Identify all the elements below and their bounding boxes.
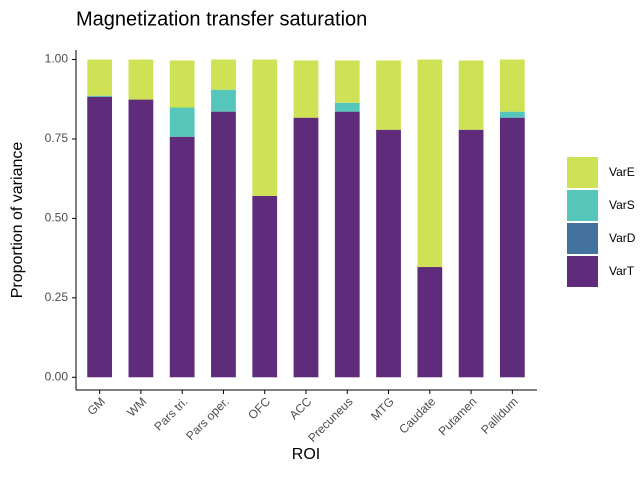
x-tick-label: Precuneus: [305, 394, 355, 444]
legend-key: [567, 157, 598, 188]
bar-segment: [211, 111, 236, 378]
legend-label: VarT: [609, 264, 635, 278]
bar-segment: [169, 136, 195, 378]
legend-key: [567, 190, 598, 221]
y-tick-label: 0.50: [45, 211, 69, 225]
bar-segment: [293, 60, 319, 118]
legend-label: VarD: [609, 231, 636, 245]
x-tick-label: Pars tri.: [151, 394, 190, 433]
bar-segment: [252, 195, 278, 378]
legend-key: [567, 223, 598, 254]
bar-segment: [499, 59, 525, 112]
legend-key: [567, 256, 598, 287]
y-tick-label: 1.00: [45, 52, 69, 66]
y-axis-label: Proportion of variance: [9, 142, 26, 299]
bar-segment: [417, 267, 443, 378]
x-tick-label: WM: [124, 394, 149, 419]
bar-segment: [128, 59, 154, 100]
bar-segment: [87, 59, 113, 96]
y-tick-label: 0.25: [45, 290, 69, 304]
x-tick-label: Putamen: [436, 394, 480, 438]
chart-title: Magnetization transfer saturation: [76, 8, 367, 30]
legend-label: VarE: [609, 165, 635, 179]
y-tick-label: 0.75: [45, 131, 69, 145]
x-tick-label: GM: [84, 394, 108, 418]
x-tick-label: Pallidum: [478, 394, 520, 436]
bar-segment: [169, 60, 195, 108]
bar-segment: [334, 111, 360, 378]
bar-segment: [87, 96, 113, 378]
bar-segment: [211, 59, 236, 90]
legend-label: VarS: [609, 198, 635, 212]
bar-segment: [458, 60, 484, 130]
x-tick-label: Caudate: [396, 394, 438, 436]
bar-segment: [376, 60, 401, 130]
bar-segment: [499, 117, 525, 378]
y-tick-label: 0.00: [45, 369, 69, 383]
bar-segment: [169, 107, 195, 137]
bar-segment: [252, 59, 278, 196]
bar-segment: [376, 129, 401, 378]
bar-segment: [211, 89, 236, 112]
x-tick-label: OFC: [245, 394, 273, 422]
bar-segment: [334, 60, 360, 103]
bar-segment: [458, 129, 484, 378]
bar-segment: [334, 102, 360, 112]
bar-segment: [128, 99, 154, 378]
x-tick-label: MTG: [368, 394, 397, 423]
x-axis-label: ROI: [292, 446, 320, 463]
x-tick-label: ACC: [287, 394, 315, 422]
bar-segment: [499, 111, 525, 118]
bar-segment: [417, 59, 443, 268]
bar-segment: [87, 95, 113, 97]
x-tick-label: Pars oper.: [183, 394, 232, 443]
bar-segment: [293, 117, 319, 378]
